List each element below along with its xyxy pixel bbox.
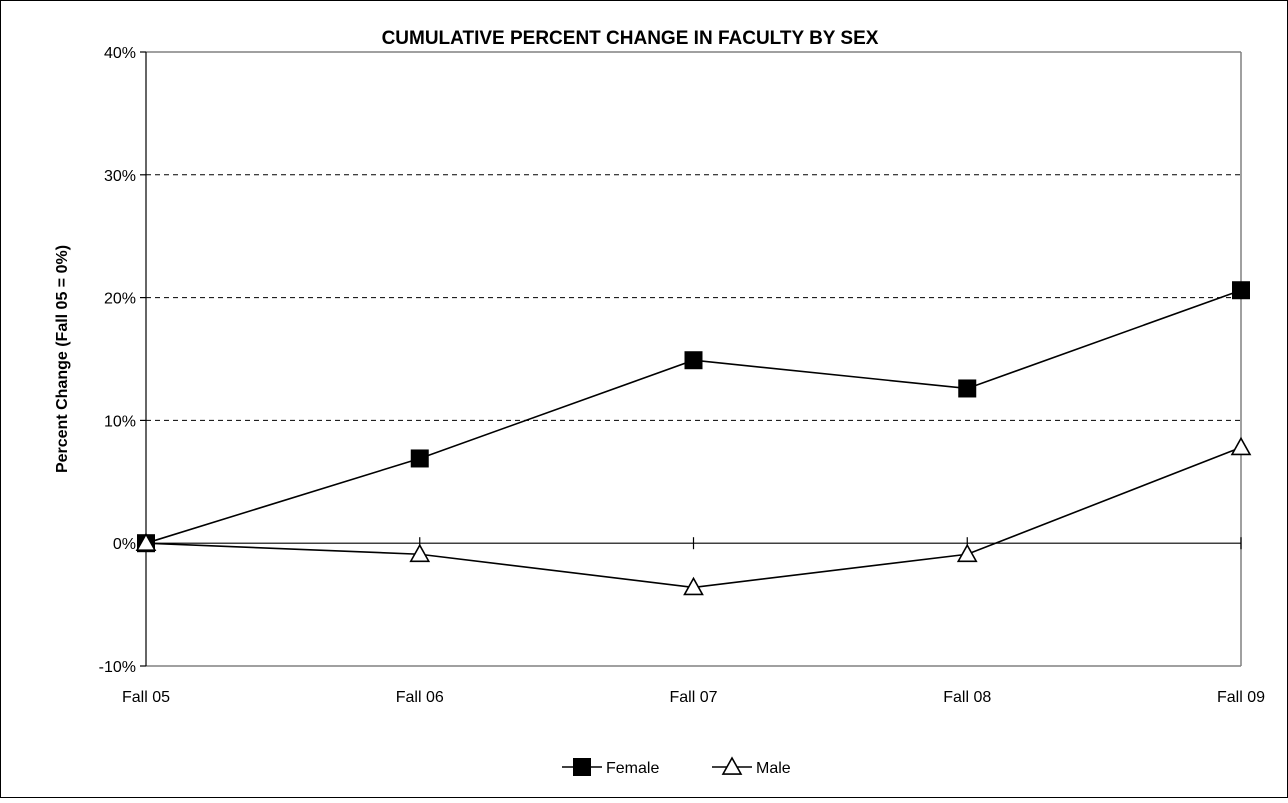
x-tick-label: Fall 07	[669, 689, 717, 706]
y-tick-label: 10%	[104, 413, 136, 430]
y-tick-label: 30%	[104, 168, 136, 185]
data-point-male	[683, 576, 704, 596]
legend-marker-female	[573, 758, 591, 776]
x-tick-label: Fall 08	[943, 689, 991, 706]
y-tick-label: 40%	[104, 45, 136, 62]
data-point-male	[409, 543, 431, 563]
data-point-male	[135, 532, 157, 552]
legend-item-female: Female	[562, 758, 659, 777]
data-point-male	[1230, 436, 1252, 456]
x-tick-label: Fall 09	[1217, 689, 1265, 706]
legend: Female Male	[562, 756, 791, 777]
y-tick-label: 20%	[104, 291, 136, 308]
data-point-female	[1232, 281, 1250, 300]
x-tick-label: Fall 06	[396, 689, 444, 706]
series-group	[135, 281, 1252, 596]
y-tick-label: -10%	[99, 659, 136, 676]
data-point-female	[958, 379, 977, 398]
legend-label: Male	[756, 760, 791, 777]
data-point-female	[410, 449, 429, 468]
data-point-female	[684, 351, 703, 370]
chart-title: CUMULATIVE PERCENT CHANGE IN FACULTY BY …	[382, 28, 879, 49]
gridlines	[146, 174, 1241, 421]
axes	[140, 51, 1242, 667]
legend-marker-male	[721, 756, 743, 775]
y-axis-label: Percent Change (Fall 05 = 0%)	[54, 245, 71, 473]
data-point-male	[956, 543, 978, 563]
tick-labels: -10% 0% 10% 20% 30% 40% Fall 05 Fall 06 Fall 07 F…	[99, 45, 1265, 706]
x-tick-label: Fall 05	[122, 689, 170, 706]
y-tick-label: 0%	[113, 536, 136, 553]
legend-item-male: Male	[712, 756, 791, 777]
series-male	[135, 436, 1252, 596]
legend-label: Female	[606, 760, 659, 777]
